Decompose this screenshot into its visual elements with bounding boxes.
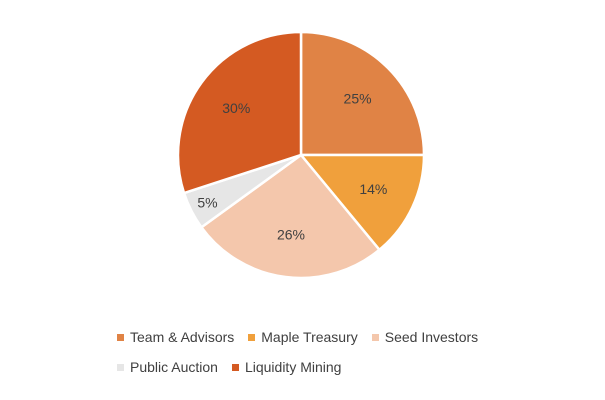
pie-data-labels: 25% 14% 26% 5% 30% (197, 90, 387, 242)
legend-label-liquidity-mining: Liquidity Mining (244, 359, 342, 375)
legend-row-2: Public Auction Liquidity Mining (0, 352, 605, 382)
pie-slice-seed-investors (200, 153, 381, 280)
legend-swatch-seed-investors (371, 333, 379, 341)
legend-swatch-team-advisors (117, 333, 124, 341)
legend-swatch-public-auction (117, 363, 124, 371)
legend-label-seed-investors: Seed Investors (384, 329, 479, 345)
data-label-maple-treasury: 14% (359, 181, 387, 197)
legend-label-public-auction: Public Auction (130, 359, 218, 375)
legend-item-seed-investors: Seed Investors (371, 329, 479, 345)
data-label-seed-investors: 26% (277, 226, 305, 242)
legend-item-maple-treasury: Maple Treasury (248, 329, 358, 345)
legend-item-team-advisors: Team & Advisors (117, 329, 234, 345)
legend-swatch-maple-treasury (248, 333, 256, 341)
legend-label-team-advisors: Team & Advisors (130, 329, 235, 345)
pie-slices (176, 30, 426, 280)
legend-swatch-liquidity-mining (231, 363, 239, 371)
legend-label-maple-treasury: Maple Treasury (261, 329, 358, 345)
pie-slice-team-advisors (299, 30, 426, 157)
data-label-team-advisors: 25% (344, 90, 372, 106)
legend-item-liquidity-mining: Liquidity Mining (231, 359, 342, 375)
data-label-public-auction: 5% (197, 195, 217, 211)
chart-legend: Team & Advisors Maple Treasury Seed Inve… (0, 322, 605, 382)
pie-slice-liquidity-mining (176, 30, 303, 195)
legend-item-public-auction: Public Auction (117, 359, 218, 375)
data-label-liquidity-mining: 30% (222, 100, 250, 116)
legend-row-1: Team & Advisors Maple Treasury Seed Inve… (0, 322, 605, 352)
pie-chart: 25% 14% 26% 5% 30% (176, 30, 426, 280)
pie-slice-maple-treasury (299, 153, 426, 252)
